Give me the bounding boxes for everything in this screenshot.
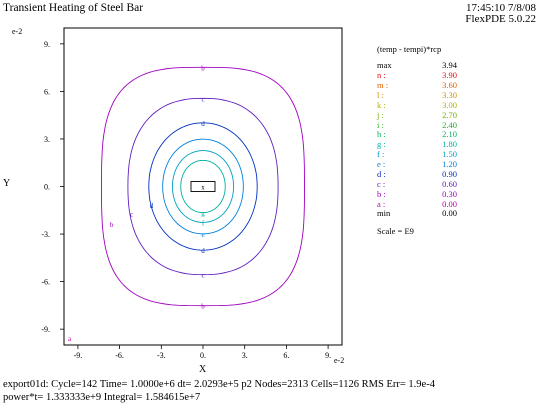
legend-level-value: 1.80 — [442, 139, 457, 150]
contour-label-a: a — [68, 335, 72, 343]
contour-g — [180, 159, 226, 214]
legend-level-label: a : — [377, 198, 386, 209]
legend-level-value: 2.10 — [442, 129, 457, 140]
legend-min-value: 0.00 — [442, 208, 457, 218]
legend-level-label: n : — [377, 70, 386, 80]
y-tick-label: 6. — [44, 87, 50, 96]
steel-bar-outline — [190, 181, 216, 192]
contour-label-d: d — [201, 247, 205, 255]
legend-level-row: d : 0.90 — [377, 169, 457, 179]
legend-level-label: g : — [377, 139, 386, 150]
legend-level-row: c : 0.60 — [377, 179, 457, 189]
legend-level-label: k : — [377, 99, 386, 110]
legend-level-row: j : 2.70 — [377, 110, 457, 120]
legend-level-value: 1.50 — [442, 149, 457, 160]
y-tick-label: 9. — [44, 40, 50, 49]
legend-level-row: g : 1.80 — [377, 139, 457, 149]
legend-level-label: m : — [377, 79, 389, 90]
contour-label-b: b — [110, 221, 114, 229]
center-marker: x — [201, 184, 205, 192]
x-tick-label: -6. — [115, 351, 124, 360]
legend-level-label: d : — [377, 169, 386, 179]
contour-b — [101, 66, 305, 307]
legend-level-value: 3.60 — [442, 79, 457, 90]
contour-f — [171, 150, 235, 223]
legend-scale: Scale = E9 — [377, 226, 414, 236]
legend-level-value: 3.30 — [442, 89, 457, 100]
legend-level-value: 3.00 — [442, 99, 457, 110]
legend-level-value: 2.40 — [442, 119, 457, 130]
legend-level-label: i : — [377, 119, 384, 130]
legend-level-value: 0.60 — [442, 178, 457, 189]
legend-level-row: i : 2.40 — [377, 120, 457, 130]
plot-title: Transient Heating of Steel Bar — [3, 2, 144, 14]
contour-c — [127, 97, 279, 276]
legend-min-row: min 0.00 — [377, 208, 457, 218]
legend-level-value: 2.70 — [442, 109, 457, 120]
y-tick-label: -6. — [41, 278, 50, 287]
y-axis-label: Y — [3, 178, 11, 189]
legend-level-label: b : — [377, 188, 386, 199]
contour-label-f: f — [202, 219, 205, 227]
legend-level-label: h : — [377, 129, 386, 140]
contour-label-c: c — [201, 95, 204, 103]
legend-level-row: l : 3.30 — [377, 90, 457, 100]
legend-level-row: f : 1.50 — [377, 149, 457, 159]
legend-level-label: e : — [377, 159, 386, 170]
legend-min-label: min — [377, 208, 391, 218]
legend-level-label: l : — [377, 89, 384, 100]
legend-level-row: a : 0.00 — [377, 199, 457, 209]
timestamp: 17:45:10 7/8/08 — [466, 2, 536, 14]
y-tick-label: -9. — [41, 325, 50, 334]
legend-level-value: 0.90 — [442, 169, 457, 179]
legend-level-label: j : — [377, 109, 384, 120]
x-tick-label: 6. — [283, 351, 289, 360]
legend-level-label: f : — [377, 149, 385, 160]
legend-level-row: b : 0.30 — [377, 189, 457, 199]
y-tick-label: -3. — [41, 230, 50, 239]
x-tick-label: 0. — [200, 351, 206, 360]
contour-e — [162, 138, 244, 235]
legend-max-value: 3.94 — [442, 60, 457, 70]
version-label: FlexPDE 5.0.22 — [465, 13, 536, 25]
y-exponent-label: e-2 — [12, 27, 23, 36]
y-tick-label: 0. — [44, 183, 50, 192]
legend-max-row: max 3.94 — [377, 60, 457, 70]
contour-label-b: b — [201, 303, 205, 311]
contour-d — [148, 122, 258, 251]
contour-label-d: d — [150, 202, 154, 210]
legend-level-row: m : 3.60 — [377, 80, 457, 90]
legend-level-row: e : 1.20 — [377, 159, 457, 169]
legend-level-value: 3.90 — [442, 70, 457, 80]
legend-level-row: k : 3.00 — [377, 100, 457, 110]
legend-level-label: c : — [377, 178, 386, 189]
x-tick-label: -9. — [74, 351, 83, 360]
footer-integral: power*t= 1.333333e+9 Integral= 1.584615e… — [3, 392, 201, 403]
y-tick-label: 3. — [44, 135, 50, 144]
legend-title: (temp - tempi)*rcp — [377, 44, 442, 54]
x-axis-label: X — [199, 364, 207, 375]
contour-label-g: g — [201, 210, 205, 218]
footer-stats: export01d: Cycle=142 Time= 1.0000e+6 dt=… — [3, 379, 435, 390]
contour-label-c: c — [130, 210, 133, 218]
contour-label-c: c — [201, 272, 204, 280]
legend-level-row: h : 2.10 — [377, 129, 457, 139]
legend-level-value: 1.20 — [442, 159, 457, 170]
legend-level-value: 0.30 — [442, 188, 457, 199]
x-tick-label: 3. — [242, 351, 248, 360]
x-tick-label: -3. — [157, 351, 166, 360]
legend-level-row: n : 3.90 — [377, 70, 457, 80]
x-tick-label: 9. — [325, 351, 331, 360]
legend-max-label: max — [377, 60, 392, 70]
legend-level-value: 0.00 — [442, 198, 457, 209]
contour-label-b: b — [201, 64, 205, 72]
contour-label-d: d — [201, 120, 205, 128]
contour-label-e: e — [201, 231, 204, 239]
x-exponent-label: e-2 — [334, 356, 345, 365]
